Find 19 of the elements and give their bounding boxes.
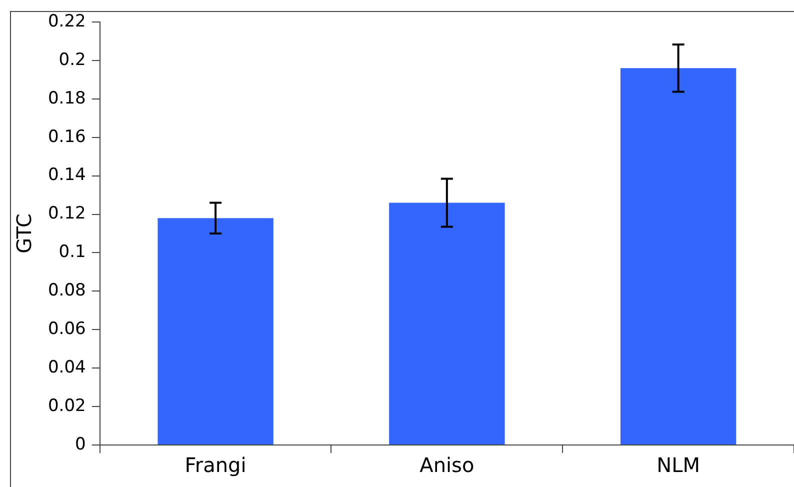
bar [620, 68, 736, 444]
y-tick-label: 0.02 [48, 396, 86, 416]
y-tick-label: 0 [75, 434, 86, 454]
y-tick-label: 0.16 [48, 126, 86, 147]
y-tick-label: 0.2 [58, 50, 86, 70]
y-axis-title: GTC [12, 214, 36, 254]
x-tick-label: Frangi [184, 453, 246, 478]
y-tick-label: 0.06 [48, 319, 86, 340]
y-tick-label: 0.1 [58, 242, 86, 262]
y-tick-label: 0.22 [48, 11, 86, 32]
x-tick-label: Aniso [420, 453, 474, 478]
x-tick-label: NLM [656, 453, 700, 478]
y-tick-label: 0.18 [48, 88, 86, 108]
y-tick-label: 0.04 [48, 358, 86, 378]
y-tick-label: 0.08 [48, 280, 86, 301]
bar [389, 202, 505, 444]
bar [158, 218, 274, 444]
y-tick-label: 0.14 [48, 165, 86, 186]
y-tick-label: 0.12 [48, 204, 86, 224]
